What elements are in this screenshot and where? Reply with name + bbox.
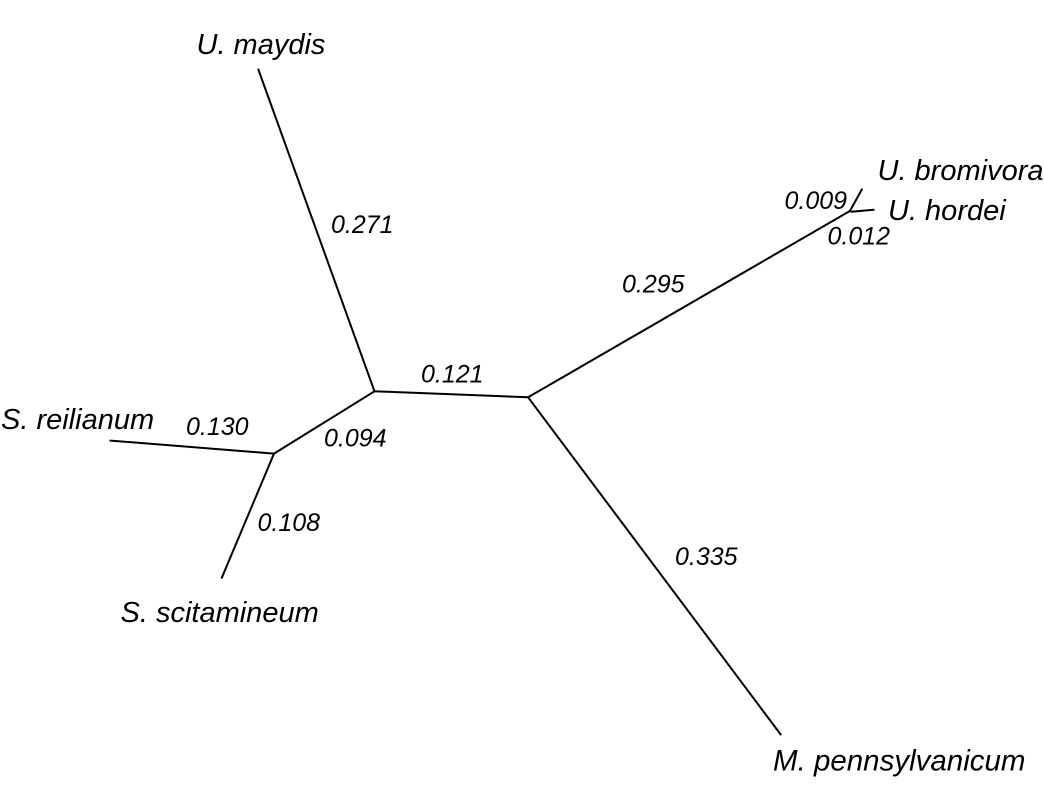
svg-text:0.271: 0.271 <box>331 211 394 239</box>
svg-text:U. hordei: U. hordei <box>888 195 1007 227</box>
svg-text:M. pennsylvanicum: M. pennsylvanicum <box>773 745 1026 778</box>
svg-text:0.009: 0.009 <box>785 187 848 215</box>
svg-text:U. maydis: U. maydis <box>197 29 326 61</box>
svg-text:S. reilianum: S. reilianum <box>1 404 154 436</box>
svg-text:0.295: 0.295 <box>622 271 685 299</box>
svg-text:0.012: 0.012 <box>828 223 891 251</box>
svg-text:0.121: 0.121 <box>421 361 484 389</box>
svg-text:0.108: 0.108 <box>258 509 321 537</box>
svg-text:U. bromivora: U. bromivora <box>878 155 1044 187</box>
svg-text:0.130: 0.130 <box>186 413 249 441</box>
svg-text:0.335: 0.335 <box>675 543 738 571</box>
svg-text:0.094: 0.094 <box>324 424 387 452</box>
svg-text:S. scitamineum: S. scitamineum <box>121 597 319 629</box>
